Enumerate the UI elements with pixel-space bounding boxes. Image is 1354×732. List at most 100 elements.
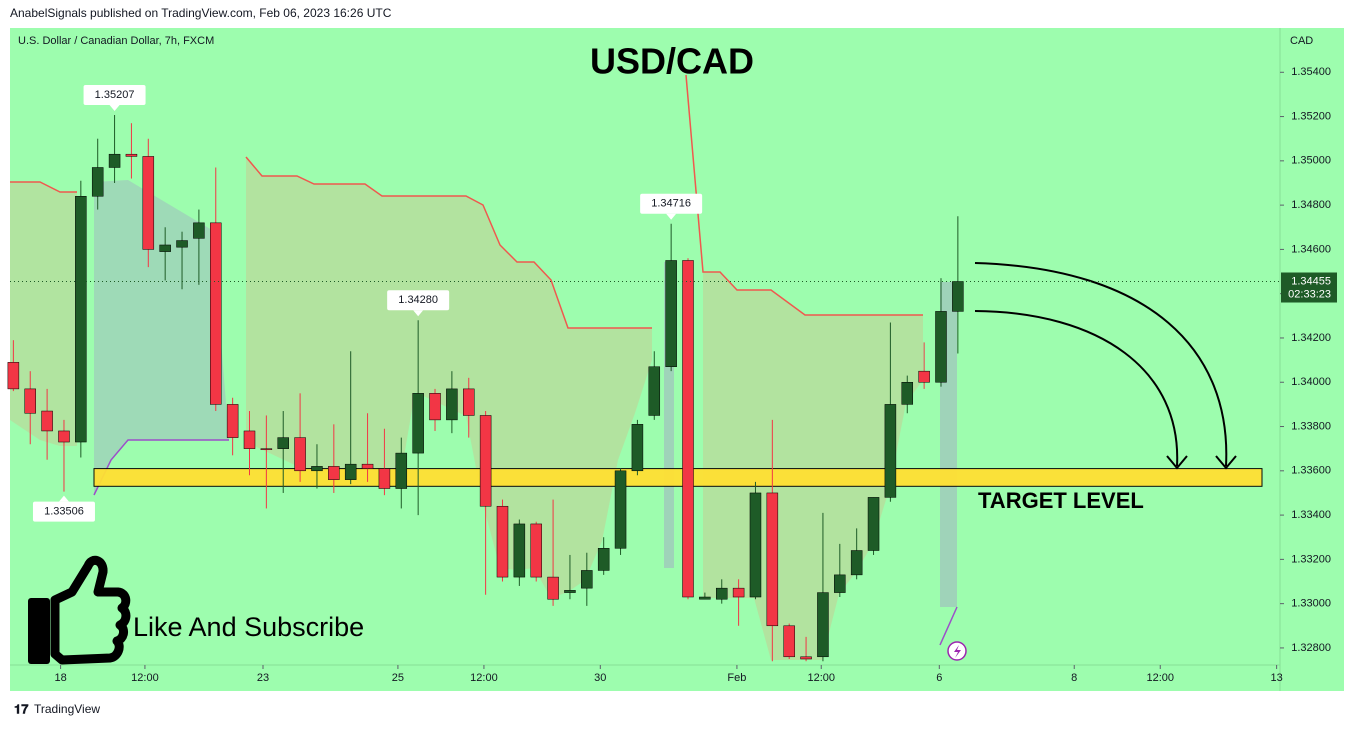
candle-body bbox=[581, 570, 593, 589]
candle-body bbox=[783, 625, 795, 658]
last-price-box bbox=[1281, 272, 1337, 303]
arrow-head bbox=[1166, 455, 1188, 470]
candle-body bbox=[243, 430, 256, 449]
candle-body bbox=[277, 437, 289, 449]
x-tick-label: 12:00 bbox=[470, 672, 498, 684]
candle-body bbox=[699, 596, 711, 600]
candle-body bbox=[935, 311, 947, 383]
target-label: TARGET LEVEL bbox=[978, 488, 1144, 513]
x-tick-label: 12:00 bbox=[131, 672, 159, 684]
candle-body bbox=[901, 381, 914, 405]
candle-body bbox=[952, 281, 964, 312]
candle-body bbox=[328, 466, 340, 480]
price-callout bbox=[666, 213, 677, 220]
arrow bbox=[974, 262, 1228, 467]
candle-body bbox=[867, 497, 880, 551]
candle-body bbox=[429, 393, 441, 421]
candle-body bbox=[463, 388, 475, 416]
candle-body bbox=[850, 550, 863, 576]
candle-body bbox=[597, 548, 610, 571]
candle-body bbox=[7, 362, 20, 390]
candle-body bbox=[665, 260, 677, 367]
candle-body bbox=[294, 437, 306, 472]
x-tick-label: 6 bbox=[936, 672, 942, 684]
candle-body bbox=[766, 492, 779, 627]
candle-body bbox=[344, 463, 357, 480]
thumbs-up-icon bbox=[28, 555, 131, 665]
countdown: 02:33:23 bbox=[1288, 288, 1331, 300]
candle-body bbox=[564, 590, 576, 593]
x-tick-label: Feb bbox=[727, 672, 746, 684]
candle-body bbox=[884, 404, 897, 498]
candle-body bbox=[749, 492, 762, 598]
candle-body bbox=[91, 167, 104, 197]
x-tick-label: 12:00 bbox=[807, 672, 835, 684]
y-tick-label: 1.33000 bbox=[1291, 598, 1331, 610]
candle-body bbox=[732, 587, 745, 598]
price-callout bbox=[58, 495, 69, 502]
y-tick-label: 1.33200 bbox=[1291, 553, 1331, 565]
candle-body bbox=[108, 153, 121, 168]
candle-body bbox=[395, 452, 408, 489]
cloud bbox=[10, 182, 77, 446]
price-callout-box bbox=[83, 85, 146, 106]
candle-body bbox=[918, 370, 930, 383]
price-callout-label: 1.33506 bbox=[44, 506, 84, 518]
y-tick-label: 1.32800 bbox=[1291, 642, 1331, 654]
candle-body bbox=[378, 468, 391, 489]
promo-text: Like And Subscribe bbox=[133, 612, 364, 642]
price-callout-label: 1.34280 bbox=[398, 294, 438, 306]
candle-body bbox=[817, 592, 829, 658]
currency: CAD bbox=[1290, 35, 1313, 47]
candle-body bbox=[193, 222, 205, 239]
y-tick-label: 1.35400 bbox=[1291, 66, 1331, 78]
cloud bbox=[246, 157, 652, 598]
candle-body bbox=[614, 470, 627, 549]
y-tick-label: 1.35200 bbox=[1291, 110, 1331, 122]
price-callout-box bbox=[387, 290, 450, 311]
candle-body bbox=[125, 153, 138, 157]
candle-body bbox=[682, 260, 694, 598]
header: AnabelSignals published on TradingView.c… bbox=[10, 6, 392, 20]
candle-body bbox=[715, 587, 728, 600]
candle-body bbox=[226, 404, 239, 438]
candle-body bbox=[260, 448, 273, 450]
price-callout-label: 1.35207 bbox=[95, 89, 135, 101]
candle-body bbox=[41, 410, 53, 432]
last-price-label: 1.34455 bbox=[1291, 275, 1331, 287]
x-tick-label: 13 bbox=[1271, 672, 1283, 684]
x-tick-label: 18 bbox=[54, 672, 66, 684]
candle-body bbox=[24, 388, 36, 414]
cloud bbox=[664, 262, 674, 568]
arrow bbox=[974, 310, 1179, 467]
chart-background bbox=[10, 28, 1344, 691]
x-tick-label: 30 bbox=[594, 672, 606, 684]
symbol: U.S. Dollar / Canadian Dollar, 7h, FXCM bbox=[18, 35, 214, 47]
candle-body bbox=[648, 366, 661, 416]
x-tick-label: 8 bbox=[1071, 672, 1077, 684]
candle-body bbox=[58, 430, 70, 443]
support-line bbox=[939, 606, 958, 646]
candle-body bbox=[547, 576, 559, 600]
target-zone bbox=[93, 468, 1263, 487]
y-tick-label: 1.33400 bbox=[1291, 509, 1331, 521]
arrow-head bbox=[1215, 455, 1237, 470]
candle-body bbox=[446, 388, 458, 421]
price-callout-box bbox=[640, 193, 703, 214]
candle-body bbox=[412, 393, 424, 454]
candle-body bbox=[361, 463, 374, 469]
y-tick-label: 1.34800 bbox=[1291, 199, 1331, 211]
y-tick-label: 1.35000 bbox=[1291, 155, 1331, 167]
candle-body bbox=[210, 222, 222, 405]
y-tick-label: 1.33800 bbox=[1291, 420, 1331, 432]
resistance-line bbox=[245, 156, 652, 329]
candle-body bbox=[311, 466, 323, 472]
candle-body bbox=[631, 424, 644, 472]
y-tick-label: 1.34600 bbox=[1291, 243, 1331, 255]
candle-body bbox=[159, 244, 171, 252]
resistance-line bbox=[10, 181, 77, 193]
y-tick-label: 1.34000 bbox=[1291, 376, 1331, 388]
chart-title: USD/CAD bbox=[590, 41, 754, 82]
cloud bbox=[94, 180, 229, 495]
candle-body bbox=[496, 505, 509, 578]
